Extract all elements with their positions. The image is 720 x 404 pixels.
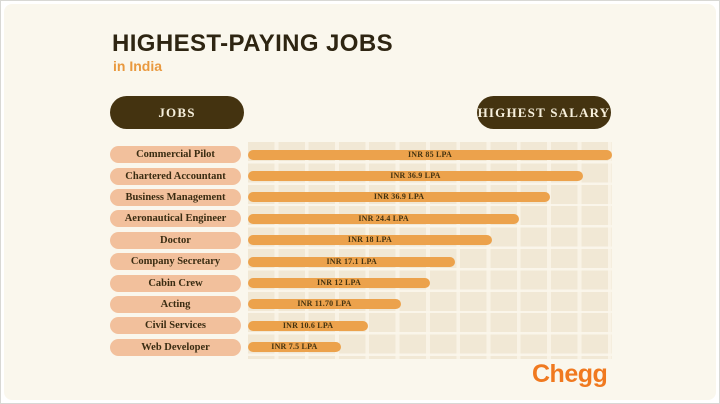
- chart-row: Cabin Crew INR 12 LPA: [110, 272, 612, 293]
- bar-track: INR 12 LPA: [248, 278, 612, 289]
- job-label: Web Developer: [110, 338, 241, 356]
- chart-rows: Commercial Pilot INR 85 LPA Chartered Acco…: [110, 144, 612, 358]
- salary-bar: INR 17.1 LPA: [248, 256, 456, 267]
- salary-bar: INR 36.9 LPA: [248, 192, 551, 203]
- job-label: Chartered Accountant: [110, 167, 241, 185]
- salary-value-label: INR 85 LPA: [407, 149, 453, 159]
- chart-row: Company Secretary INR 17.1 LPA: [110, 251, 612, 272]
- salary-value-label: INR 36.9 LPA: [373, 192, 425, 202]
- chart-row: Business Management INR 36.9 LPA: [110, 187, 612, 208]
- salary-value-label: INR 24.4 LPA: [358, 213, 409, 223]
- salary-bar: INR 11.70 LPA: [248, 299, 401, 310]
- salary-bar: INR 12 LPA: [248, 278, 430, 289]
- chart-row: Web Developer INR 7.5 LPA: [110, 337, 612, 358]
- job-label: Commercial Pilot: [110, 146, 241, 164]
- chart-row: Commercial Pilot INR 85 LPA: [110, 144, 612, 165]
- salary-value-label: INR 10.6 LPA: [282, 320, 334, 330]
- salary-value-label: INR 12 LPA: [316, 278, 362, 288]
- page-title: HIGHEST-PAYING JOBS: [112, 30, 393, 57]
- bar-track: INR 36.9 LPA: [248, 192, 612, 203]
- salary-value-label: INR 11.70 LPA: [297, 299, 352, 309]
- job-label: Civil Services: [110, 317, 241, 335]
- column-header-jobs: JOBS: [110, 96, 244, 129]
- bar-track: INR 85 LPA: [248, 149, 612, 160]
- salary-bar: INR 7.5 LPA: [248, 342, 341, 353]
- page-subtitle: in India: [113, 58, 162, 74]
- salary-value-label: INR 18 LPA: [347, 235, 392, 245]
- chegg-logo: Chegg: [532, 360, 608, 388]
- job-label: Business Management: [110, 188, 241, 206]
- bar-chart: Commercial Pilot INR 85 LPA Chartered Acco…: [110, 142, 612, 359]
- salary-bar: INR 18 LPA: [248, 235, 492, 246]
- job-label: Cabin Crew: [110, 274, 241, 292]
- chart-row: Chartered Accountant INR 36.9 LPA: [110, 165, 612, 186]
- bar-track: INR 24.4 LPA: [248, 213, 612, 224]
- chart-row: Aeronautical Engineer INR 24.4 LPA: [110, 208, 612, 229]
- infographic-card: HIGHEST-PAYING JOBS in India JOBS HIGHES…: [4, 4, 716, 400]
- job-label: Aeronautical Engineer: [110, 210, 241, 228]
- bar-track: INR 11.70 LPA: [248, 299, 612, 310]
- job-label: Company Secretary: [110, 253, 241, 271]
- bar-track: INR 18 LPA: [248, 235, 612, 246]
- chart-row: Civil Services INR 10.6 LPA: [110, 315, 612, 336]
- salary-bar: INR 10.6 LPA: [248, 320, 369, 331]
- bar-track: INR 17.1 LPA: [248, 256, 612, 267]
- salary-value-label: INR 36.9 LPA: [390, 171, 441, 181]
- salary-bar: INR 36.9 LPA: [248, 171, 583, 182]
- salary-value-label: INR 17.1 LPA: [326, 256, 377, 266]
- chart-row: Acting INR 11.70 LPA: [110, 294, 612, 315]
- salary-value-label: INR 7.5 LPA: [271, 342, 318, 352]
- salary-bar: INR 85 LPA: [248, 149, 612, 160]
- job-label: Doctor: [110, 231, 241, 249]
- column-header-salary: HIGHEST SALARY: [477, 96, 611, 129]
- bar-track: INR 36.9 LPA: [248, 171, 612, 182]
- chart-row: Doctor INR 18 LPA: [110, 230, 612, 251]
- job-label: Acting: [110, 295, 241, 313]
- salary-bar: INR 24.4 LPA: [248, 213, 520, 224]
- bar-track: INR 7.5 LPA: [248, 342, 612, 353]
- bar-track: INR 10.6 LPA: [248, 320, 612, 331]
